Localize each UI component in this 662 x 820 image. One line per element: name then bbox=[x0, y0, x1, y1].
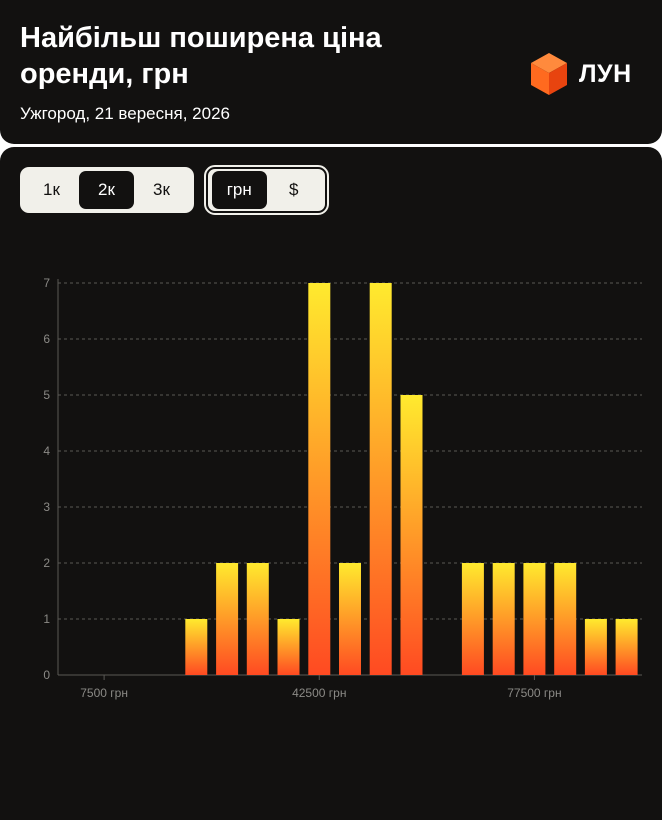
room-count-switch: 1к 2к 3к bbox=[20, 167, 194, 213]
y-tick-label: 1 bbox=[43, 612, 50, 626]
currency-switch: грн $ bbox=[204, 165, 329, 215]
y-tick-label: 2 bbox=[43, 556, 50, 570]
y-tick-label: 6 bbox=[43, 332, 50, 346]
x-tick-label: 77500 грн bbox=[507, 686, 561, 700]
histogram-bar[interactable] bbox=[554, 563, 577, 675]
histogram-bar[interactable] bbox=[339, 563, 361, 675]
histogram-bar[interactable] bbox=[246, 563, 269, 675]
histogram-bar[interactable] bbox=[615, 619, 638, 675]
histogram-bar[interactable] bbox=[277, 619, 300, 675]
page-subtitle: Ужгород, 21 вересня, 2026 bbox=[20, 104, 230, 123]
header-card: Найбільш поширена ціна оренди, грн Ужгор… bbox=[0, 0, 662, 144]
x-tick-label: 42500 грн bbox=[292, 686, 346, 700]
y-tick-label: 4 bbox=[43, 444, 50, 458]
histogram-bar[interactable] bbox=[185, 619, 208, 675]
x-tick-label: 7500 грн bbox=[80, 686, 128, 700]
histogram-bar[interactable] bbox=[308, 283, 331, 675]
page-title: Найбільш поширена ціна оренди, грн bbox=[20, 22, 382, 90]
histogram-bar[interactable] bbox=[584, 619, 607, 675]
currency-uah-button[interactable]: грн bbox=[212, 171, 267, 209]
histogram-bar[interactable] bbox=[400, 395, 423, 675]
range-2k-button[interactable]: 2к bbox=[79, 171, 134, 209]
histogram-bar[interactable] bbox=[369, 283, 392, 675]
range-1k-button[interactable]: 1к bbox=[43, 180, 60, 199]
histogram-bar[interactable] bbox=[492, 563, 515, 675]
brand-logo: ЛУН bbox=[529, 51, 632, 97]
chart-card: 1к 2к 3к грн $ 0 1 2 3 4 5 6 7 7500 грн 42500 грн… bbox=[0, 147, 662, 820]
histogram-bar[interactable] bbox=[216, 563, 239, 675]
y-tick-label: 0 bbox=[43, 668, 50, 682]
y-tick-label: 5 bbox=[43, 388, 50, 402]
cube-icon bbox=[531, 53, 567, 95]
range-3k-button[interactable]: 3к bbox=[153, 180, 170, 199]
histogram-bar[interactable] bbox=[523, 563, 546, 675]
brand-name: ЛУН bbox=[579, 59, 632, 88]
y-tick-label: 7 bbox=[43, 276, 50, 290]
currency-usd-button[interactable]: $ bbox=[289, 180, 299, 199]
histogram-bar[interactable] bbox=[461, 563, 484, 675]
y-tick-label: 3 bbox=[43, 500, 50, 514]
